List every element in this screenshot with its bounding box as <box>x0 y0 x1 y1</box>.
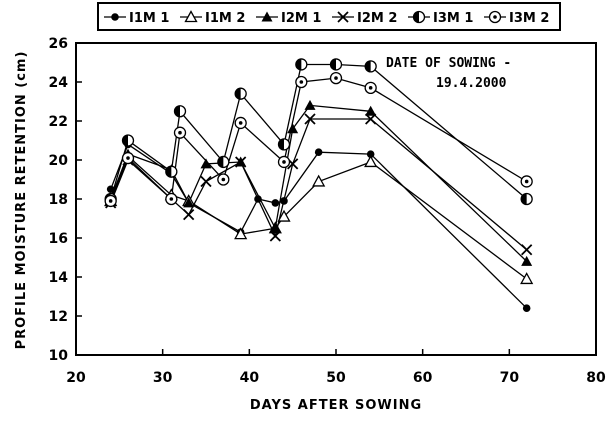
series-line-2 <box>110 154 528 280</box>
data-point-series-6 <box>173 126 187 139</box>
x-tick-label: 20 <box>66 370 86 386</box>
legend-label: I2M 1 <box>281 11 321 26</box>
data-point-series-4 <box>304 113 316 125</box>
data-point-series-6 <box>104 194 117 208</box>
data-point-series-4 <box>365 113 377 125</box>
data-point-series-6 <box>520 175 533 188</box>
data-point-series-5 <box>217 155 230 169</box>
data-point-series-3 <box>304 99 316 110</box>
y-tick-label: 16 <box>49 231 68 247</box>
data-point-series-6 <box>234 116 247 130</box>
legend: I1M 1 I1M 2 I2M 1 I2M 2 I3M 1 I3M 2 <box>97 2 561 31</box>
data-point-series-3 <box>521 255 533 266</box>
data-point-series-1 <box>271 199 280 207</box>
y-tick-label: 22 <box>49 114 68 130</box>
legend-label: I3M 1 <box>433 11 473 26</box>
y-tick-label: 10 <box>49 348 69 364</box>
y-tick-label: 14 <box>49 270 69 286</box>
data-point-series-2 <box>312 174 326 187</box>
data-point-series-1 <box>106 185 115 194</box>
y-tick-label: 12 <box>49 309 68 325</box>
legend-label: I1M 2 <box>205 11 245 26</box>
data-point-series-4 <box>183 208 195 221</box>
legend-label: I1M 1 <box>129 11 169 26</box>
data-point-series-2 <box>364 155 378 168</box>
data-point-series-6 <box>277 155 291 169</box>
data-point-series-1 <box>254 195 262 203</box>
data-point-series-3 <box>269 222 281 233</box>
legend-marker <box>261 11 273 22</box>
x-axis-title: DAYS AFTER SOWING <box>250 398 422 413</box>
data-point-series-2 <box>234 227 248 240</box>
data-point-series-5 <box>329 58 343 71</box>
data-point-series-6 <box>121 151 135 165</box>
y-tick-label: 26 <box>49 36 68 52</box>
legend-frame <box>97 2 561 31</box>
legend-marker <box>111 13 119 21</box>
sowing-date-label: DATE OF SOWING - <box>386 56 511 71</box>
x-tick-label: 40 <box>240 370 260 386</box>
data-point-series-6 <box>364 81 377 94</box>
data-point-series-1 <box>366 150 375 158</box>
data-point-series-1 <box>280 197 288 205</box>
data-point-series-2 <box>277 209 291 222</box>
data-point-series-3 <box>183 197 195 208</box>
data-point-series-4 <box>200 175 212 188</box>
sowing-date-value: 19.4.2000 <box>436 76 507 91</box>
data-point-series-6 <box>165 192 178 206</box>
data-point-series-5 <box>165 165 178 178</box>
data-point-series-6 <box>295 75 308 89</box>
data-point-series-5 <box>173 105 187 118</box>
data-point-series-6 <box>329 71 343 85</box>
data-point-series-6 <box>217 173 230 186</box>
data-point-series-5 <box>234 87 247 100</box>
x-tick-label: 60 <box>413 370 433 386</box>
plot-frame <box>75 42 597 356</box>
data-point-series-5 <box>295 58 308 71</box>
data-point-series-4 <box>235 156 247 168</box>
y-axis-title: PROFILE MOISTURE RETENTION (cm) <box>14 51 29 350</box>
x-tick-label: 70 <box>500 370 520 386</box>
legend-marker <box>184 10 198 23</box>
data-point-series-4 <box>269 230 281 242</box>
y-tick-label: 24 <box>49 75 69 91</box>
legend-marker <box>412 10 426 24</box>
x-tick-label: 50 <box>326 370 346 386</box>
data-point-series-5 <box>277 138 291 151</box>
data-point-series-4 <box>521 244 533 256</box>
data-point-series-5 <box>520 192 533 206</box>
data-point-series-1 <box>522 304 531 313</box>
legend-marker <box>337 11 349 23</box>
data-point-series-3 <box>200 158 212 169</box>
y-tick-label: 18 <box>49 192 68 208</box>
data-point-series-2 <box>520 272 534 285</box>
data-point-series-3 <box>287 123 299 134</box>
data-point-series-3 <box>365 105 377 116</box>
legend-label: I3M 2 <box>509 11 549 26</box>
x-tick-label: 80 <box>586 370 606 386</box>
data-point-series-5 <box>121 134 135 147</box>
legend-marker <box>488 10 502 24</box>
legend-label: I2M 2 <box>357 11 397 26</box>
data-point-series-5 <box>364 60 377 73</box>
x-tick-label: 30 <box>153 370 173 386</box>
data-point-series-1 <box>314 148 323 156</box>
y-tick-label: 20 <box>49 153 69 169</box>
